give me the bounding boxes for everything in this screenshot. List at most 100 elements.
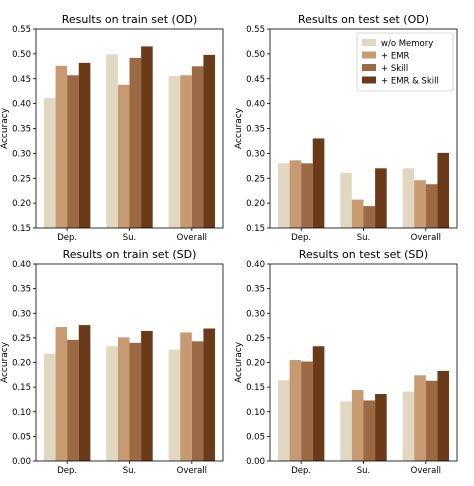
bar: [129, 57, 142, 229]
bar: [106, 346, 118, 461]
bar: [414, 180, 426, 228]
y-tick-label: 0.40: [246, 260, 265, 270]
bar: [340, 401, 352, 461]
x-tick-label: Dep.: [57, 466, 77, 476]
bar: [437, 152, 450, 228]
bar: [129, 342, 142, 461]
y-tick-label: 0.50: [12, 50, 31, 60]
bar: [363, 206, 376, 228]
x-tick-label: Su.: [357, 233, 371, 243]
bar: [203, 328, 216, 461]
y-tick-label: 0.50: [246, 50, 265, 60]
y-tick-label: 0.15: [246, 224, 265, 234]
y-tick-label: 0.25: [246, 174, 265, 184]
y-tick-label: 0.20: [12, 199, 31, 209]
bar: [67, 339, 79, 461]
y-tick-label: 0.40: [12, 100, 31, 110]
plot-frame: [269, 263, 458, 462]
bar: [168, 76, 181, 228]
x-tick-label: Dep.: [291, 233, 311, 243]
chart-title: Results on test set (SD): [299, 248, 428, 261]
bar: [312, 346, 325, 461]
plot-frame: [35, 28, 224, 229]
bar: [78, 325, 91, 461]
bar: [340, 172, 352, 228]
x-tick-label: Dep.: [291, 466, 311, 476]
bar: [203, 54, 216, 229]
bar: [402, 391, 415, 461]
y-axis-label: Accuracy: [234, 341, 244, 383]
plot-frame: [269, 28, 458, 229]
bar: [117, 84, 130, 228]
x-tick-label: Su.: [123, 466, 137, 476]
y-tick-label: 0.25: [12, 334, 31, 344]
bar: [106, 54, 118, 229]
y-tick-label: 0.45: [12, 75, 31, 85]
legend-box: [356, 32, 454, 92]
legend-label: + EMR & Skill: [381, 77, 439, 87]
y-tick-label: 0.20: [246, 199, 265, 209]
y-tick-label: 0.30: [12, 149, 31, 159]
bar: [301, 361, 313, 461]
legend-label: w/o Memory: [381, 39, 433, 49]
bar: [43, 353, 56, 461]
bar: [425, 184, 438, 228]
x-tick-label: Overall: [411, 233, 441, 243]
legend-swatch: [362, 64, 376, 71]
chart-title: Results on test set (OD): [298, 13, 429, 26]
y-tick-label: 0.30: [246, 149, 265, 159]
bar: [141, 46, 153, 228]
x-tick-label: Overall: [411, 466, 441, 476]
y-tick-label: 0.35: [12, 125, 31, 135]
chart-panel-3: Results on train set (SD) Accuracy 0.00 0.0…: [0, 248, 224, 476]
bar: [363, 400, 376, 461]
legend-swatch: [362, 76, 376, 84]
y-tick-label: 0.35: [246, 125, 265, 135]
y-axis-label: Accuracy: [234, 107, 244, 149]
bar: [301, 163, 313, 228]
y-tick-label: 0.20: [246, 359, 265, 369]
bar: [289, 160, 302, 228]
y-axis-label: Accuracy: [0, 107, 10, 149]
bar: [351, 199, 364, 228]
bar: [117, 337, 130, 461]
bar: [55, 327, 68, 461]
chart-panel-2: Results on test set (OD) Accuracy 0.15 0.20…: [234, 13, 458, 243]
bar: [312, 138, 325, 228]
bar: [168, 349, 181, 461]
x-tick-label: Dep.: [57, 233, 77, 243]
bar: [437, 370, 450, 461]
legend-swatch: [362, 51, 376, 59]
y-tick-label: 0.45: [246, 75, 265, 85]
y-tick-label: 0.25: [246, 334, 265, 344]
y-axis-label: Accuracy: [0, 341, 10, 383]
bar: [277, 163, 290, 228]
y-tick-label: 0.05: [12, 432, 31, 442]
bar: [351, 390, 364, 461]
bar: [277, 380, 290, 461]
bar: [191, 66, 204, 228]
x-tick-label: Su.: [357, 466, 371, 476]
bar: [55, 65, 68, 228]
y-tick-label: 0.00: [12, 457, 31, 467]
y-tick-label: 0.25: [12, 174, 31, 184]
y-tick-label: 0.40: [12, 260, 31, 270]
y-tick-label: 0.10: [246, 408, 265, 418]
bar: [191, 341, 204, 461]
bar: [141, 330, 153, 461]
y-tick-label: 0.10: [12, 408, 31, 418]
x-tick-label: Overall: [177, 466, 207, 476]
bar: [425, 380, 438, 461]
bar: [289, 360, 302, 461]
y-tick-label: 0.20: [12, 359, 31, 369]
chart-title: Results on train set (OD): [62, 13, 198, 26]
y-tick-label: 0.15: [12, 383, 31, 393]
chart-title: Results on train set (SD): [63, 248, 197, 261]
legend-swatch: [362, 39, 376, 46]
chart-panel-1: Results on train set (OD) Accuracy 0.15 0.2…: [0, 13, 224, 243]
x-tick-label: Overall: [177, 233, 207, 243]
y-tick-label: 0.40: [246, 100, 265, 110]
legend: w/o Memory + EMR + Skill + EMR & Skill: [356, 32, 454, 92]
x-tick-label: Su.: [123, 233, 137, 243]
